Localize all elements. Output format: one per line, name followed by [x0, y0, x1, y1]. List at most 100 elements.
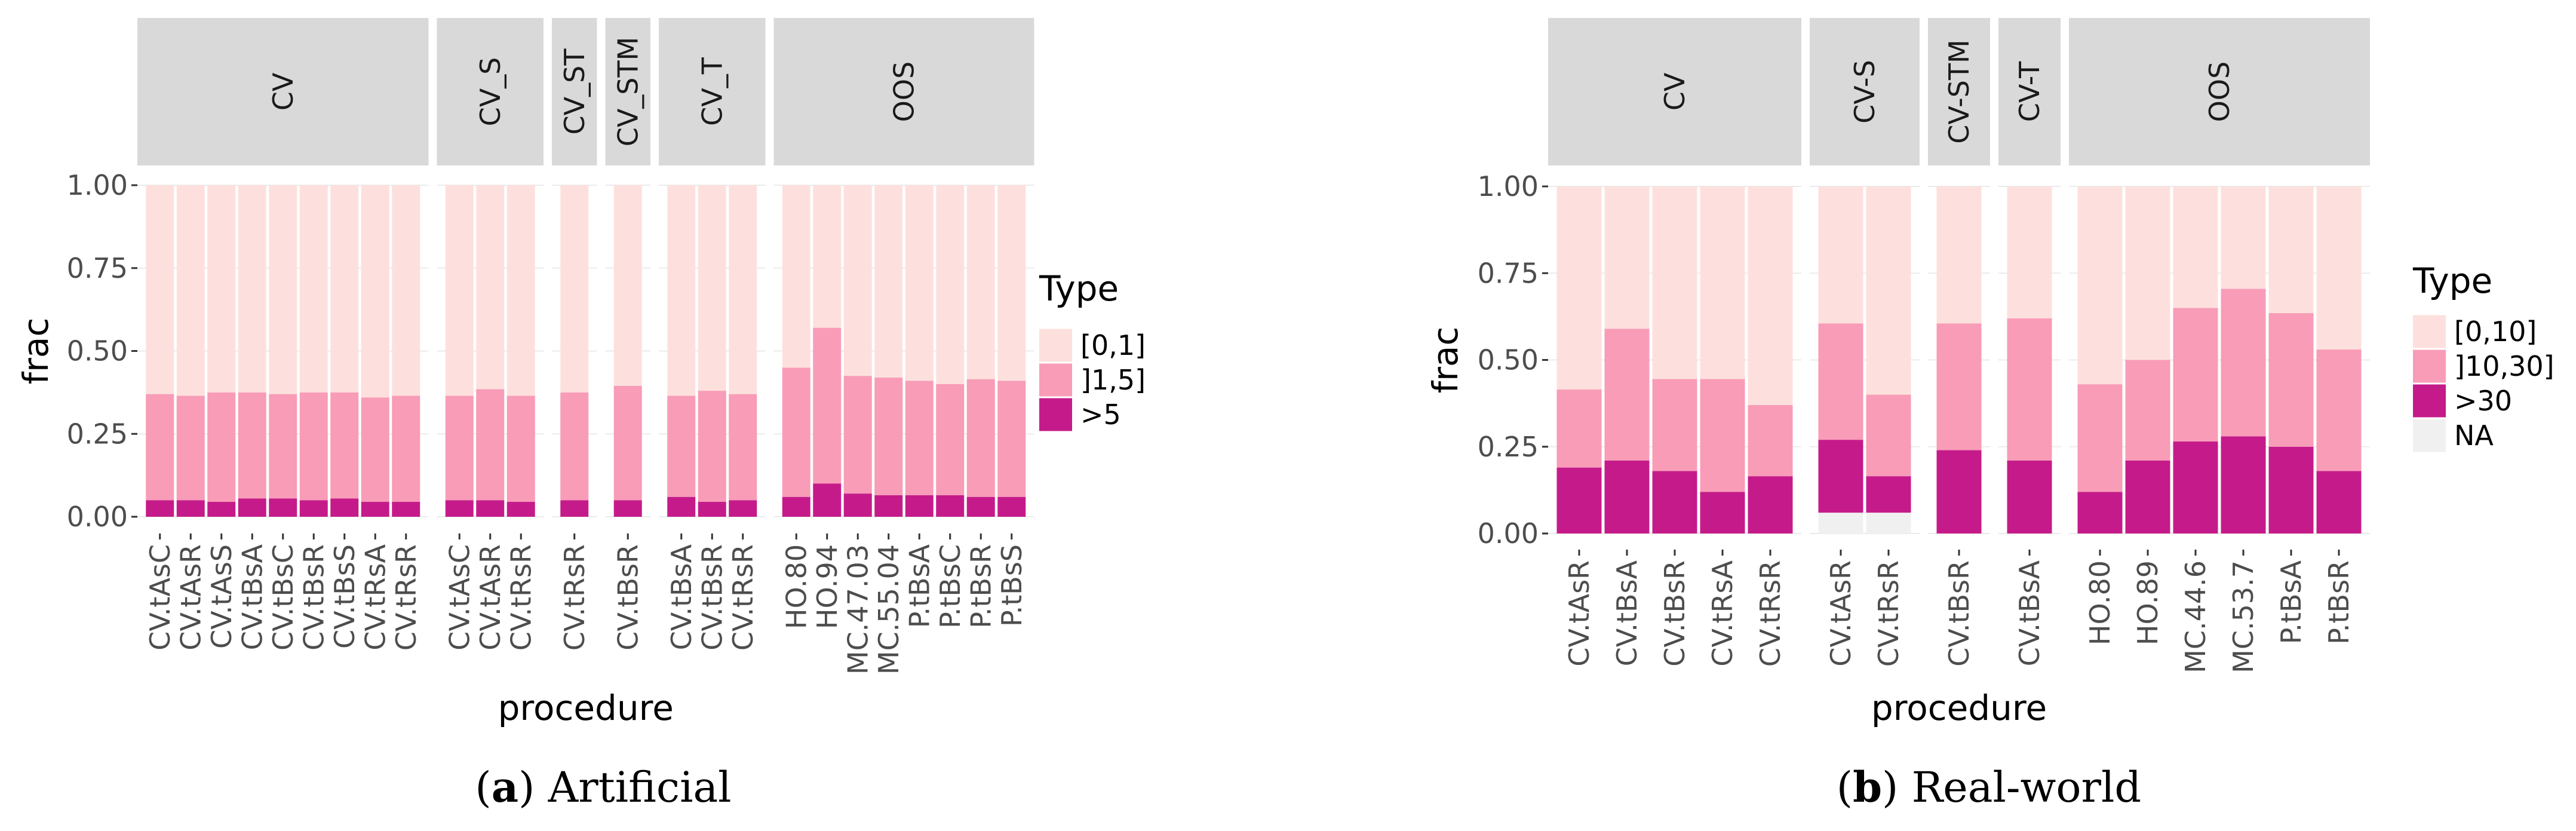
legend-key-lb-0-10rb	[2413, 315, 2446, 348]
bar-rb-1-5rb-oos-ho-94	[813, 327, 842, 484]
facet-strip	[1998, 18, 2061, 165]
bar-gt-5-cv-cv-trsr	[392, 502, 420, 517]
x-tick-label: CV.tAsR	[1563, 560, 1595, 667]
bar-lb-0-10rb-cv-t-cv-tbsa	[2007, 186, 2052, 318]
legend-label-rb-10-30rb: ]10,30]	[2454, 350, 2554, 382]
bar-rb-10-30rb-cv-stm-cv-tbsr	[1936, 323, 1982, 450]
x-tick-label: MC.53.7	[2227, 560, 2259, 673]
x-tick-label: P.tBsA	[2275, 560, 2307, 644]
y-tick-label: 0.25	[1478, 431, 1539, 463]
bar-rb-1-5rb-cv-cv-tass	[207, 392, 236, 502]
y-tick-label: 0.50	[67, 335, 128, 367]
facet-label: CV_STM	[612, 37, 644, 147]
bar-gt-5-oos-ho-80	[782, 496, 810, 517]
bar-rb-1-5rb-oos-p-tbss	[997, 381, 1026, 497]
x-tick-label: CV.tBsR	[1943, 560, 1975, 667]
bar-lb-0-10rb-oos-mc-44-6	[2173, 186, 2218, 308]
legend-key-lb-0-1rb	[1039, 329, 1072, 362]
x-tick-label: CV.tRsA	[1706, 560, 1739, 666]
x-axis-title: procedure	[1871, 688, 2047, 728]
x-tick-label: HO.80	[2084, 560, 2116, 645]
bar-gt-5-oos-p-tbsr	[966, 496, 995, 517]
bar-lb-0-10rb-cv-s-cv-tasr	[1818, 186, 1863, 324]
legend-key-gt-30	[2413, 384, 2446, 418]
bar-rb-1-5rb-oos-mc-55-04	[874, 377, 903, 495]
bar-gt-5-oos-mc-47-03	[843, 493, 872, 517]
bar-rb-1-5rb-cv-stm-cv-tbsr	[613, 385, 642, 501]
facet-cv-stm: CV_STM CV.tBsR	[605, 18, 650, 651]
caption-b: (b) Real-world	[1837, 762, 2141, 812]
legend-key-gt-5	[1039, 398, 1072, 431]
bar-rb-10-30rb-oos-ho-89	[2125, 360, 2170, 461]
bar-lb-0-1rb-oos-mc-55-04	[874, 185, 903, 378]
bar-rb-1-5rb-oos-p-tbsr	[966, 379, 995, 497]
bar-rb-1-5rb-cv-s-cv-tasr	[476, 389, 505, 501]
facet-strip	[1548, 18, 1801, 165]
legend-key-na	[2413, 419, 2446, 452]
x-tick-label: P.tBsA	[903, 544, 935, 628]
legend-label-lb-0-10rb: [0,10]	[2454, 315, 2537, 348]
x-tick-label: MC.44.6	[2179, 560, 2212, 673]
facet-cv-st: CV_ST CV.tRsR	[552, 18, 597, 651]
bar-lb-0-1rb-oos-ho-80	[782, 185, 810, 368]
bar-gt-5-cv-s-cv-tasr	[476, 500, 505, 517]
facet-label: CV-T	[2013, 61, 2046, 122]
facet-label: CV_S	[474, 57, 506, 127]
legend-label-lb-0-1rb: [0,1]	[1080, 329, 1146, 361]
bar-lb-0-10rb-oos-mc-53-7	[2221, 186, 2266, 289]
bar-rb-10-30rb-oos-mc-44-6	[2173, 308, 2218, 442]
bar-gt-5-cv-t-cv-tbsr	[698, 502, 726, 517]
facet-strip	[659, 18, 766, 165]
bar-lb-0-1rb-oos-p-tbsr	[966, 185, 995, 379]
bar-lb-0-1rb-cv-cv-trsr	[392, 185, 420, 396]
legend-title: Type	[1039, 268, 1119, 309]
chart-artificial: CVCV.tAsCCV.tAsRCV.tAsSCV.tBsACV.tBsCCV.…	[16, 18, 1146, 728]
bar-lb-0-1rb-cv-s-cv-tasr	[476, 185, 505, 390]
bar-rb-1-5rb-oos-p-tbsa	[905, 381, 934, 495]
x-tick-label: CV.tRsR	[505, 544, 537, 651]
bar-rb-10-30rb-cv-s-cv-trsr	[1866, 394, 1911, 477]
facet-oos: OOSHO.80HO.94MC.47.03MC.55.04P.tBsAP.tBs…	[773, 18, 1034, 674]
bar-rb-1-5rb-cv-cv-tbsr	[299, 392, 328, 501]
x-tick-label: CV.tBsR	[612, 544, 644, 651]
facet-cv: CV CV.tAsR CV.tBsA CV.tBsR CV.tRsA CV.tRsR	[1548, 18, 1801, 667]
x-tick-label: P.tBsC	[934, 544, 966, 628]
bar-lb-0-1rb-cv-cv-tbsa	[238, 185, 266, 392]
bar-lb-0-1rb-cv-cv-tass	[207, 185, 236, 392]
bar-gt-30-cv-cv-trsa	[1700, 492, 1745, 533]
bar-gt-5-oos-p-tbsa	[905, 495, 934, 517]
x-tick-label: CV.tBsA	[1611, 560, 1643, 666]
bar-rb-1-5rb-oos-ho-80	[782, 367, 810, 497]
x-tick-label: HO.89	[2132, 560, 2164, 645]
x-tick-label: CV.tAsR	[474, 544, 506, 651]
bar-gt-5-cv-cv-tbsr	[299, 500, 328, 517]
bar-gt-5-cv-s-cv-trsr	[506, 502, 535, 517]
x-tick-label: HO.80	[780, 544, 812, 629]
bar-rb-1-5rb-cv-cv-tbss	[330, 392, 359, 499]
bar-rb-1-5rb-cv-cv-tbsc	[269, 394, 297, 499]
x-tick-label: CV.tRsA	[359, 544, 391, 650]
facet-oos: OOS HO.80 HO.89 MC.44.6 MC.53.7 P.tBsA P.tBsR	[2069, 18, 2370, 673]
x-tick-label: CV.tBsR	[297, 544, 330, 651]
x-tick-label: CV.tRsR	[727, 544, 759, 651]
bar-lb-0-10rb-cv-stm-cv-tbsr	[1936, 186, 1982, 324]
bar-gt-30-cv-t-cv-tbsa	[2007, 460, 2052, 533]
bar-na-cv-s-cv-tasr	[1818, 513, 1863, 533]
y-tick-label: 1.00	[1478, 170, 1539, 203]
legend-label-na: NA	[2454, 419, 2494, 452]
bar-rb-1-5rb-cv-st-cv-trsr	[560, 392, 589, 501]
legend-key-rb-1-5rb	[1039, 363, 1072, 397]
x-tick-label: CV.tAsC	[443, 544, 475, 651]
y-tick-label: 0.75	[67, 252, 128, 284]
bar-gt-5-cv-cv-tbsc	[269, 498, 297, 517]
bar-lb-0-10rb-cv-s-cv-trsr	[1866, 186, 1911, 395]
bar-rb-10-30rb-cv-cv-trsa	[1700, 379, 1745, 492]
bar-rb-1-5rb-cv-cv-tasr	[176, 395, 205, 501]
bar-gt-5-oos-p-tbsc	[936, 495, 965, 517]
x-tick-label: CV.tAsC	[144, 544, 176, 651]
y-tick-label: 1.00	[67, 169, 128, 201]
x-tick-label: CV.tRsR	[1754, 560, 1786, 667]
bar-lb-0-1rb-cv-t-cv-trsr	[729, 185, 757, 394]
caption-a: (a) Artificial	[475, 762, 731, 812]
